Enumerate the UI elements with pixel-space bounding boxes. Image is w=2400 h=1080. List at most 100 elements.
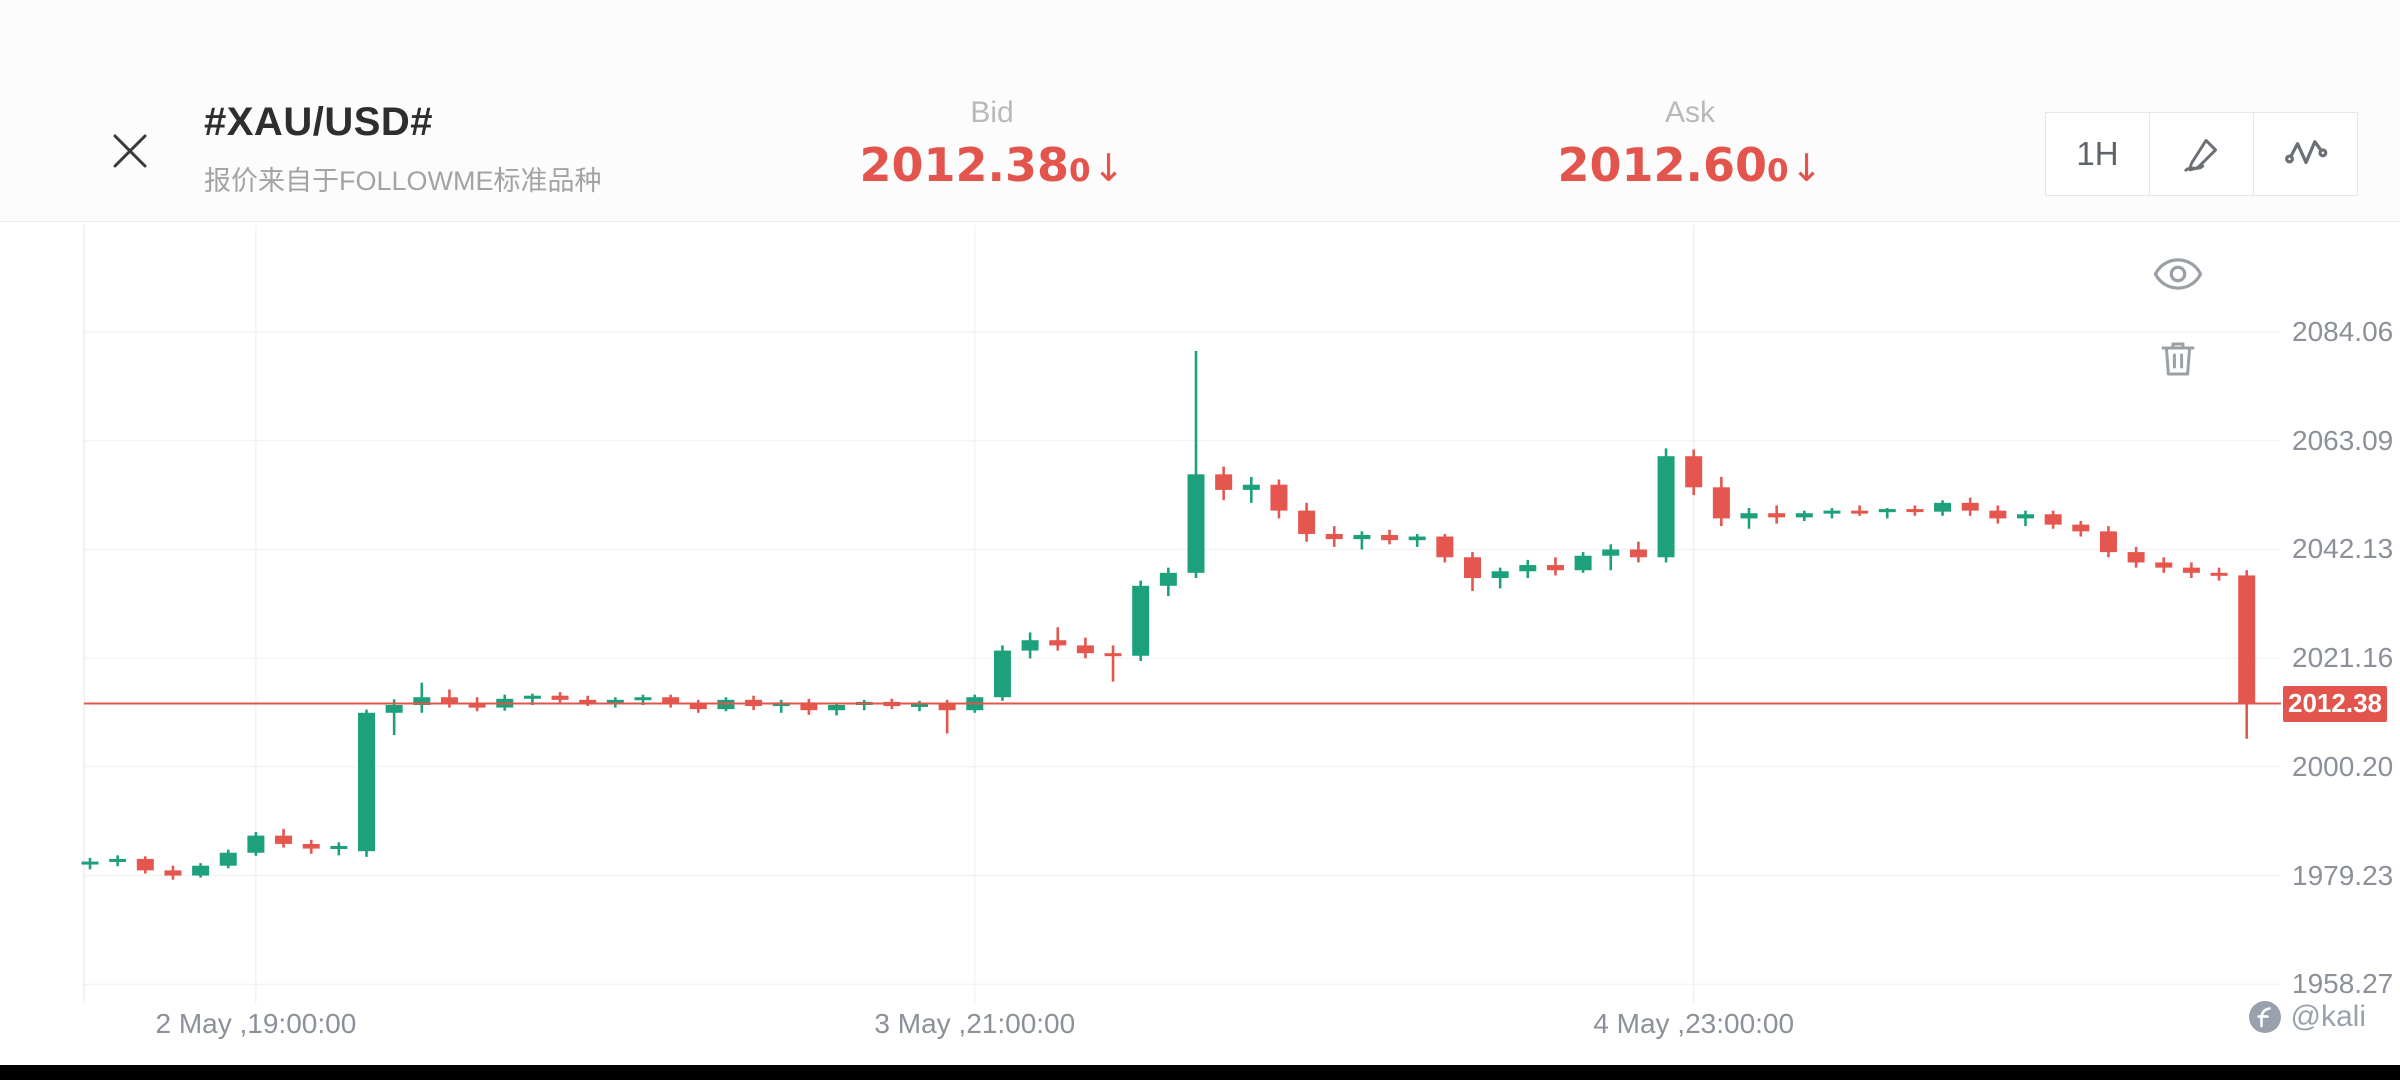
- followme-logo-icon: [2248, 1001, 2281, 1033]
- candle: [1546, 557, 1564, 576]
- candle: [2182, 562, 2200, 579]
- candle: [1602, 544, 1620, 571]
- candle: [413, 682, 431, 713]
- candle: [136, 856, 154, 874]
- candle: [772, 699, 790, 713]
- candle: [440, 689, 458, 708]
- time-axis-label: 2 May ,19:00:00: [155, 1008, 357, 1039]
- watermark-handle: @kali: [2290, 1000, 2366, 1033]
- candle: [1270, 479, 1288, 519]
- candle: [1325, 526, 1343, 547]
- drawing-tools-button[interactable]: [2149, 112, 2254, 196]
- candle: [2099, 526, 2117, 558]
- bid-down-arrow-icon: ↓: [1092, 146, 1125, 190]
- current-price-tag: 2012.38: [2283, 685, 2387, 722]
- price-axis-label: 2000.20: [2292, 750, 2394, 782]
- candle: [385, 699, 403, 736]
- bid-pip-digit: 0: [1069, 153, 1091, 189]
- candle: [1989, 505, 2007, 524]
- price-axis-label: 1979.23: [2292, 859, 2394, 891]
- candle: [1242, 476, 1260, 503]
- price-axis-label: 2021.16: [2292, 642, 2394, 674]
- candle: [1187, 350, 1205, 579]
- candle: [1491, 567, 1509, 589]
- candle: [2017, 510, 2034, 527]
- candle: [192, 863, 210, 878]
- candle: [1519, 559, 1537, 579]
- price-axis-label: 2042.13: [2292, 533, 2394, 565]
- candle: [1768, 505, 1786, 524]
- candle: [2210, 567, 2228, 581]
- candle: [1851, 505, 1869, 516]
- delete-drawing-button[interactable]: [2150, 330, 2206, 386]
- candle: [1464, 552, 1481, 591]
- candle: [1298, 502, 1316, 542]
- candle: [81, 857, 99, 870]
- candle: [1906, 505, 1924, 516]
- candle: [2044, 510, 2062, 529]
- candle: [275, 828, 293, 848]
- candle: [1629, 541, 1647, 563]
- candle: [551, 692, 569, 703]
- price-axis-label: 2063.09: [2292, 424, 2394, 456]
- bid-quote: Bid 2012.380↓: [860, 96, 1125, 192]
- candle: [1574, 552, 1592, 573]
- candle: [828, 702, 846, 716]
- candle: [938, 699, 956, 734]
- candle: [993, 645, 1011, 701]
- candle: [662, 694, 680, 708]
- candle: [800, 698, 818, 715]
- ask-quote: Ask 2012.600↓: [1558, 96, 1823, 192]
- price-axis-label: 2084.06: [2292, 316, 2394, 347]
- candle: [1408, 533, 1426, 547]
- candle: [1657, 448, 1675, 563]
- candle: [1104, 645, 1122, 682]
- candle: [358, 709, 375, 857]
- close-button[interactable]: [100, 122, 160, 182]
- time-axis-label: 4 May ,23:00:00: [1593, 1008, 1795, 1039]
- trash-icon: [2161, 342, 2195, 376]
- candle: [1878, 508, 1896, 519]
- candle: [1436, 533, 1454, 563]
- candle: [164, 865, 182, 880]
- timeframe-button[interactable]: 1H: [2045, 112, 2150, 196]
- candle: [1381, 529, 1399, 545]
- candle: [219, 849, 237, 869]
- chart-toolbar: 1H: [2045, 112, 2358, 196]
- ask-down-arrow-icon: ↓: [1790, 146, 1823, 190]
- indicator-button[interactable]: [2253, 112, 2358, 196]
- quote-source-subtitle: 报价来自于FOLLOWME标准品种: [204, 166, 602, 196]
- candle: [1685, 449, 1703, 496]
- candle: [1934, 500, 1952, 516]
- candle: [1049, 627, 1067, 651]
- eye-icon: [2153, 258, 2203, 290]
- candle: [302, 839, 320, 854]
- bottom-home-bar: [0, 1065, 2400, 1080]
- ask-value: 2012.60: [1557, 138, 1768, 192]
- bid-value-row: 2012.380↓: [860, 138, 1125, 192]
- candle: [109, 855, 127, 867]
- candle: [1823, 508, 1841, 519]
- pen-icon: [2183, 138, 2217, 172]
- bid-value: 2012.38: [859, 138, 1070, 192]
- ask-pip-digit: 0: [1767, 153, 1789, 189]
- candle: [2155, 557, 2173, 573]
- candle: [689, 699, 707, 713]
- candle: [1740, 508, 1758, 529]
- candle: [1159, 567, 1177, 597]
- candle: [1132, 580, 1150, 661]
- candle: [1353, 531, 1371, 550]
- candle: [2072, 520, 2090, 537]
- candle: [2127, 546, 2145, 568]
- watermark: @kali: [2248, 1000, 2366, 1034]
- candle: [911, 700, 928, 712]
- candle: [1215, 466, 1233, 501]
- bid-label: Bid: [970, 96, 1014, 129]
- indicator-icon: [2284, 140, 2327, 165]
- chart-header: #XAU/USD# 报价来自于FOLLOWME标准品种 Bid 2012.380…: [0, 0, 2400, 222]
- symbol-title: #XAU/USD#: [204, 100, 434, 144]
- time-axis-label: 3 May ,21:00:00: [874, 1008, 1076, 1039]
- candle: [606, 697, 624, 708]
- symbol-block: #XAU/USD# 报价来自于FOLLOWME标准品种: [204, 100, 602, 198]
- toggle-visibility-button[interactable]: [2150, 246, 2206, 302]
